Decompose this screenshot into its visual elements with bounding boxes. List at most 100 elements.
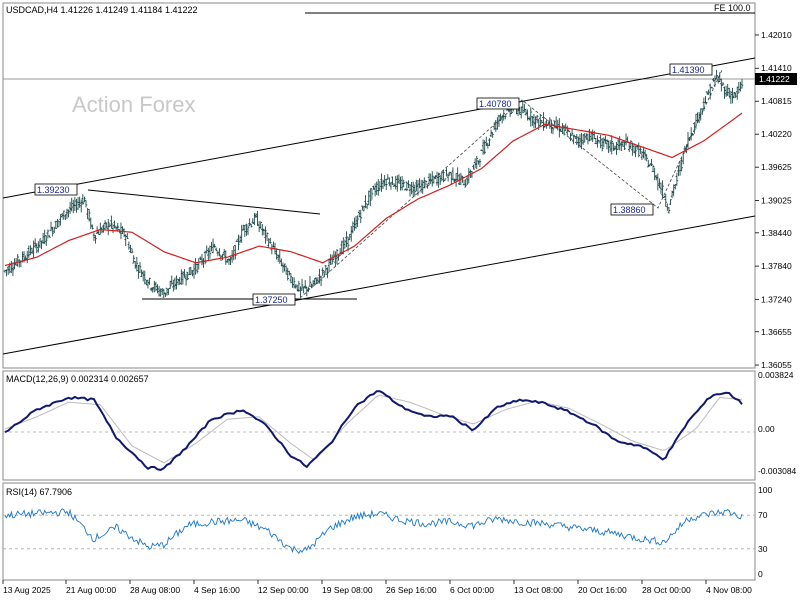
price-bar [280,258,283,267]
price-bar [373,183,377,197]
price-bar [386,174,390,180]
price-bar [596,135,599,148]
price-bar [116,222,120,231]
price-bar [175,275,178,290]
price-bar [321,267,324,276]
price-bar [145,280,148,286]
price-bar [351,221,355,234]
price-bar [434,175,437,180]
price-bar [610,135,614,155]
price-bar [592,130,596,140]
price-bar [361,205,364,211]
price-bar [156,284,159,294]
price-bar [111,224,115,234]
price-bar [380,173,383,192]
price-bar [583,132,587,143]
price-bar [551,126,555,135]
price-bar [389,181,393,190]
price-bar [30,247,34,254]
price-bar [535,115,539,124]
current-price-tag-text: 1.41222 [759,74,790,84]
price-bar [60,212,64,218]
y-tick-label: 1.40815 [761,96,792,106]
price-bar [126,232,129,239]
price-bar [432,176,436,184]
price-bar [378,181,382,191]
price-bar [345,231,348,248]
y-tick-label: 1.40220 [761,129,792,139]
price-bar [92,232,96,241]
price-bar [195,263,199,274]
price-bar [478,158,482,168]
price-bar [89,217,93,230]
price-bar [54,220,58,229]
price-bar [137,264,140,279]
price-bar [81,194,85,205]
price-bar [165,287,169,296]
rsi-panel-frame [2,482,756,581]
price-bar [570,128,574,137]
rsi-tick-label: 70 [758,510,768,520]
price-bar [726,84,730,96]
price-bar [181,271,185,285]
price-bar [581,134,585,145]
price-bar [615,141,618,155]
price-bar [531,115,534,127]
price-bar [504,115,507,120]
price-bar [629,140,633,149]
price-bar [318,268,321,284]
price-bar [481,139,485,155]
price-bar [651,165,655,172]
price-bar [689,127,693,141]
price-bar [138,262,142,273]
price-bar [299,286,302,298]
price-bar [492,122,496,130]
price-bar [227,258,231,265]
price-bar [235,239,239,242]
price-bar [295,284,299,292]
price-bar [437,172,440,188]
price-bar [681,152,685,165]
price-bar [680,157,683,172]
price-bar [334,251,337,267]
price-bar [99,222,102,235]
price-bar [71,199,75,214]
x-tick-label: 19 Sep 08:00 [322,585,373,595]
price-bar [73,196,77,212]
price-bar [83,196,86,203]
price-bar [735,86,739,100]
price-bar [308,275,312,287]
price-bar [173,277,177,290]
chart-header: USDCAD,H4 1.41226 1.41249 1.41184 1.4122… [6,5,197,15]
price-bar [322,270,326,278]
price-bar [677,165,680,177]
price-bar [643,149,647,161]
price-bar [411,181,415,197]
price-bar [597,140,601,144]
price-bar [172,280,175,292]
price-bar [394,175,398,190]
price-bar [486,142,490,149]
price-bar [105,222,108,229]
price-bar [70,197,74,212]
rsi-series [3,508,755,555]
price-bar [621,140,625,147]
price-bar [426,184,429,189]
price-bar [160,288,164,296]
price-bar [662,195,666,198]
price-bar [208,245,212,259]
price-bar [87,208,91,222]
price-bar [659,182,663,194]
price-bar [52,226,56,234]
price-bar [727,87,731,98]
price-bar [130,248,134,254]
price-bar [349,225,353,242]
price-bar [32,240,35,258]
price-bar [367,190,371,206]
price-bar [356,215,359,227]
price-bar [419,179,423,193]
price-bar [462,179,466,186]
annotation-low-2-text: 1.38860 [613,205,646,215]
price-bar [731,87,734,104]
